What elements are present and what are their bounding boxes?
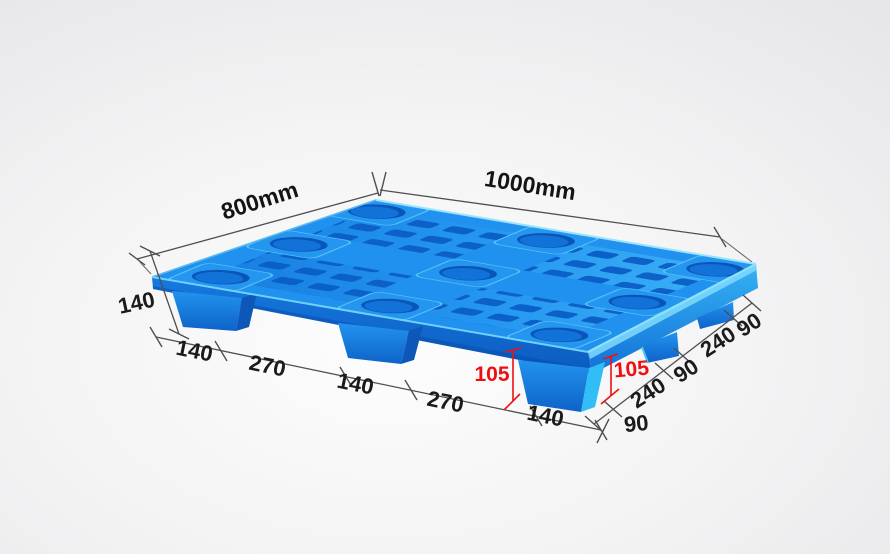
pallet-leg-back-right xyxy=(697,302,734,329)
pallet-front-top-edge xyxy=(151,276,589,353)
pallet-cup-pads xyxy=(168,200,756,349)
leg-height-label-1: 105 xyxy=(474,363,509,386)
dimension-leg-height-1: 105 xyxy=(474,347,522,411)
pallet-right-face-highlight xyxy=(588,264,757,359)
pallet-leg-front-right-side xyxy=(581,362,605,412)
right-dim-label-1: 90 xyxy=(623,410,650,437)
pallet xyxy=(151,199,758,412)
dimension-leg-height-2: 105 xyxy=(600,353,650,405)
pallet-back-left-edge xyxy=(151,199,377,278)
pallet-right-top-edge xyxy=(587,263,757,353)
right-dimension-ticks xyxy=(584,294,762,433)
pallet-leg-right-middle xyxy=(641,332,679,363)
pallet-leg-right-middle-edge xyxy=(641,346,649,364)
pallet-legs xyxy=(172,291,734,412)
pallet-back-right-edge xyxy=(375,199,757,265)
pallet-leg-front-left-side xyxy=(236,293,257,331)
leg-height-label-2: 105 xyxy=(613,357,650,383)
dimension-height-140: 140 xyxy=(116,245,190,340)
pallet-leg-front-middle xyxy=(338,323,409,364)
pallet-leg-front-right xyxy=(518,360,589,412)
pallet-leg-front-left xyxy=(172,291,242,331)
pallet-leg-front-middle-side xyxy=(401,326,423,364)
